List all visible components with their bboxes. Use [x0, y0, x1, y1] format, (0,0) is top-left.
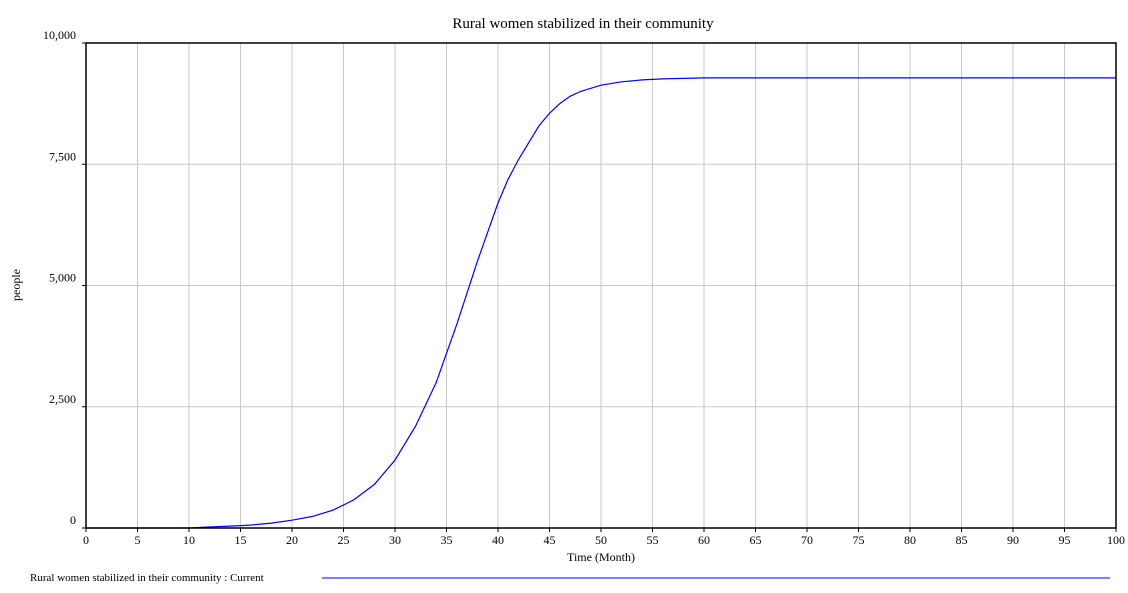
x-tick-label: 15	[235, 533, 247, 547]
x-tick-label: 95	[1059, 533, 1071, 547]
x-tick-label: 40	[492, 533, 504, 547]
x-tick-label: 35	[441, 533, 453, 547]
x-tick-label: 75	[853, 533, 865, 547]
chart-title: Rural women stabilized in their communit…	[452, 16, 714, 32]
y-tick-label: 7,500	[49, 149, 76, 163]
x-tick-label: 65	[750, 533, 762, 547]
y-axis-ticks: 0 2,500 5,000 7,500 10,000	[43, 28, 86, 529]
x-tick-label: 70	[801, 533, 813, 547]
x-tick-label: 10	[183, 533, 195, 547]
y-tick-label: 10,000	[43, 28, 76, 42]
x-tick-label: 5	[135, 533, 141, 547]
x-tick-label: 55	[647, 533, 659, 547]
y-axis-label: people	[9, 269, 23, 301]
series-layer	[86, 77, 1116, 529]
x-tick-label: 45	[544, 533, 556, 547]
series-line	[86, 77, 1116, 529]
x-tick-label: 80	[904, 533, 916, 547]
x-tick-label: 0	[83, 533, 89, 547]
legend-label: Rural women stabilized in their communit…	[30, 572, 264, 584]
y-tick-label: 0	[70, 513, 76, 527]
x-tick-label: 20	[286, 533, 298, 547]
x-axis-label: Time (Month)	[567, 550, 635, 564]
x-tick-label: 30	[389, 533, 401, 547]
x-tick-label: 85	[956, 533, 968, 547]
x-tick-label: 60	[698, 533, 710, 547]
y-tick-label: 5,000	[49, 271, 76, 285]
y-tick-label: 2,500	[49, 392, 76, 406]
x-tick-label: 50	[595, 533, 607, 547]
x-tick-label: 90	[1007, 533, 1019, 547]
x-tick-label: 25	[338, 533, 350, 547]
x-axis-ticks: 0 5 10 15 20 25 30 35 40 45 50 55 60 65 70 75 80 85 90 95 10…	[83, 528, 1125, 547]
legend: Rural women stabilized in their communit…	[30, 572, 1110, 584]
x-tick-label: 100	[1107, 533, 1125, 547]
grid	[86, 43, 1116, 528]
